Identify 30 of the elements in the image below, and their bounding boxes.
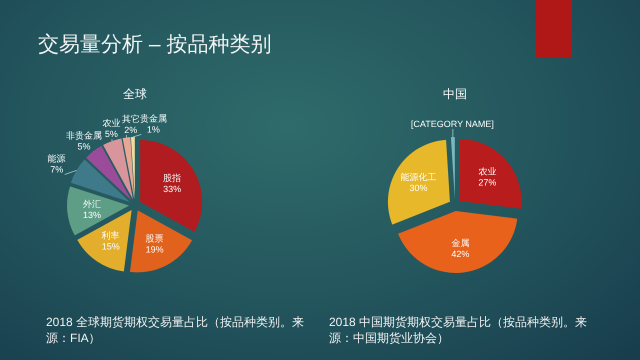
slice-label: 能源 — [48, 153, 66, 164]
data-label: 15% — [102, 242, 120, 252]
slice-label: 农业 — [102, 118, 120, 128]
slice-label: [CATEGORY NAME] — [410, 118, 494, 129]
data-label: 5% — [104, 129, 118, 140]
slice-label: 贵金属 — [140, 113, 167, 124]
chart-title: 全球 — [123, 87, 147, 101]
slice-label: 股票 — [146, 233, 164, 244]
data-label: 27% — [478, 177, 496, 188]
data-label: 1% — [146, 124, 160, 134]
text: 2018 全球期货期权交易量占比（按品种类别。来源：FIA） — [46, 314, 306, 346]
data-label: 19% — [146, 244, 164, 254]
data-label: 33% — [163, 184, 182, 194]
data-label: 30% — [410, 182, 428, 193]
slice-label: 股指 — [163, 173, 182, 184]
slice-label: 非贵金属 — [66, 130, 102, 140]
data-label: 42% — [451, 248, 470, 259]
text: 交易量分析 – 按品种类别 — [38, 32, 272, 58]
data-label: 2% — [124, 125, 138, 136]
data-label: 7% — [50, 164, 64, 174]
slice-label: 能源化工 — [400, 172, 437, 182]
slice-label: 金属 — [451, 238, 470, 248]
text: 2018 中国期货期权交易量占比（按品种类别。来源：中国期货业协会） — [329, 314, 588, 346]
data-label: 13% — [82, 210, 101, 220]
chart-title: 中国 — [443, 87, 467, 101]
slice-label: 农业 — [478, 166, 496, 176]
slice-label: 外汇 — [82, 199, 101, 210]
slice-label: 利率 — [102, 230, 120, 241]
data-label: 5% — [77, 141, 90, 152]
slice-label: 其它 — [122, 114, 140, 124]
